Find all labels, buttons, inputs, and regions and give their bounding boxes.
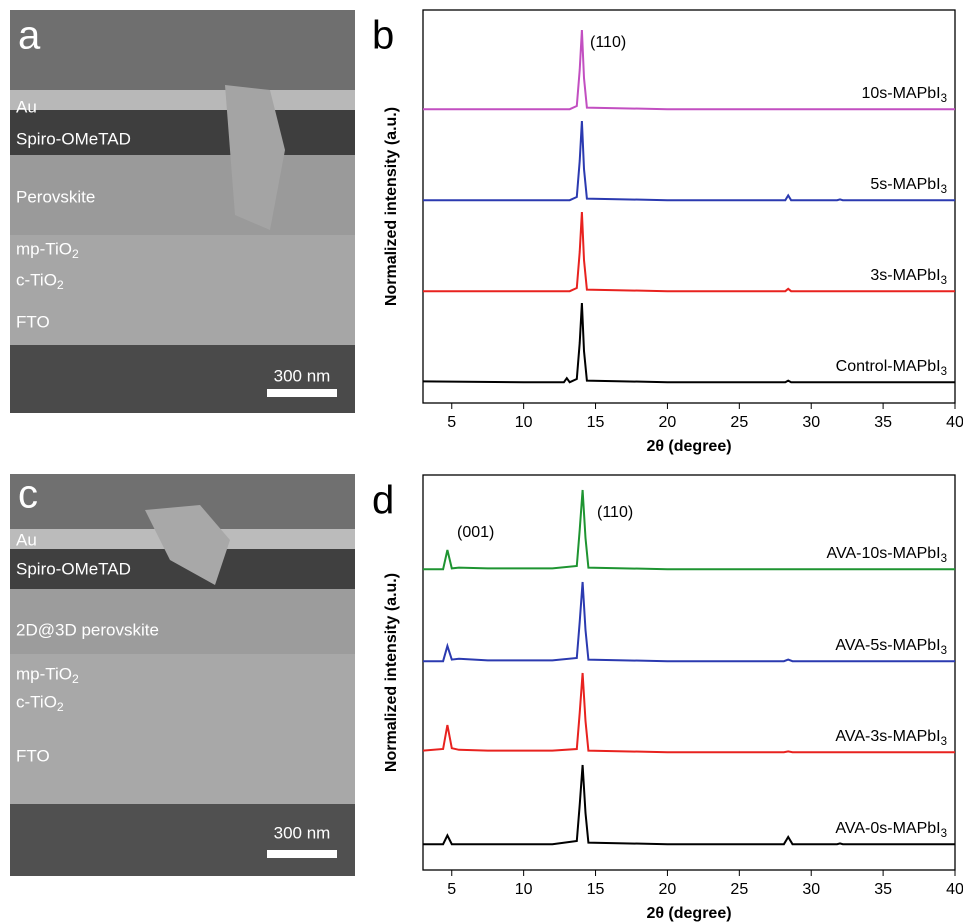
trace bbox=[423, 211, 955, 293]
layer-label: Au bbox=[16, 530, 37, 549]
plot-frame bbox=[422, 474, 956, 871]
layer-label: FTO bbox=[16, 312, 50, 331]
annotation: (110) bbox=[590, 34, 626, 51]
x-tick-label: 40 bbox=[946, 881, 963, 898]
x-tick-label: 20 bbox=[659, 414, 677, 431]
legend-label: 3s-MAPbI3 bbox=[870, 267, 947, 287]
trace bbox=[423, 29, 955, 111]
trace bbox=[423, 120, 955, 202]
x-tick-label: 20 bbox=[659, 881, 677, 898]
layer-label: FTO bbox=[16, 746, 50, 765]
layer-label: c-TiO2 bbox=[16, 692, 64, 714]
y-axis-label: Normalized intensity (a.u.) bbox=[383, 107, 400, 306]
panel-label: c bbox=[18, 473, 38, 517]
scale-bar-label: 300 nm bbox=[274, 823, 331, 842]
y-axis-label: Normalized intensity (a.u.) bbox=[383, 573, 400, 772]
x-axis-label: 2θ (degree) bbox=[646, 905, 731, 922]
trace bbox=[423, 764, 955, 846]
layer-label: mp-TiO2 bbox=[16, 239, 79, 261]
legend-label: AVA-5s-MAPbI3 bbox=[835, 637, 947, 657]
layer-label: Spiro-OMeTAD bbox=[16, 129, 131, 148]
layer-label: mp-TiO2 bbox=[16, 664, 79, 686]
x-tick-label: 25 bbox=[730, 414, 748, 431]
x-tick-label: 15 bbox=[587, 881, 605, 898]
panel-label: a bbox=[18, 14, 41, 58]
layer-label: 2D@3D perovskite bbox=[16, 620, 159, 639]
trace bbox=[423, 489, 955, 571]
x-tick-label: 30 bbox=[802, 414, 820, 431]
sem-image-a: a Au Spiro-OMeTAD Perovskite mp-TiO2 c-T… bbox=[10, 10, 355, 413]
x-axis-label: 2θ (degree) bbox=[646, 438, 731, 455]
chart: d 5 10 15 20 25 30 35 40 2θ (degree) Normalized in… bbox=[372, 474, 963, 922]
x-tick-label: 5 bbox=[447, 881, 456, 898]
scale-bar-label: 300 nm bbox=[274, 366, 331, 385]
panel-label: b bbox=[372, 14, 394, 58]
legend-label: AVA-0s-MAPbI3 bbox=[835, 820, 947, 840]
panel-label: d bbox=[372, 479, 394, 523]
chart: b 5 10 15 20 25 30 35 40 2θ (degree) Normalized in… bbox=[372, 9, 963, 455]
annotation: (001) bbox=[457, 524, 494, 541]
x-tick-label: 35 bbox=[874, 414, 892, 431]
x-tick-label: 35 bbox=[874, 881, 892, 898]
layer-label: Perovskite bbox=[16, 187, 95, 206]
plot-frame bbox=[422, 9, 956, 404]
legend-label: Control-MAPbI3 bbox=[836, 358, 947, 378]
x-tick-label: 15 bbox=[587, 414, 605, 431]
x-tick-label: 25 bbox=[730, 881, 748, 898]
trace bbox=[422, 672, 955, 754]
layer-label: c-TiO2 bbox=[16, 270, 64, 292]
x-tick-label: 40 bbox=[946, 414, 963, 431]
x-tick-label: 30 bbox=[802, 881, 820, 898]
legend-label: AVA-3s-MAPbI3 bbox=[835, 728, 947, 748]
legend-label: 10s-MAPbI3 bbox=[861, 85, 947, 105]
legend-label: AVA-10s-MAPbI3 bbox=[826, 545, 947, 565]
layer-label: Spiro-OMeTAD bbox=[16, 559, 131, 578]
legend-label: 5s-MAPbI3 bbox=[870, 176, 947, 196]
x-tick-label: 5 bbox=[447, 414, 456, 431]
x-tick-label: 10 bbox=[515, 881, 533, 898]
trace bbox=[423, 581, 955, 663]
annotation: (110) bbox=[597, 504, 633, 521]
sem-image-c: c Au Spiro-OMeTAD 2D@3D perovskite mp-Ti… bbox=[10, 473, 355, 876]
trace bbox=[422, 302, 955, 384]
layer-label: Au bbox=[16, 97, 37, 116]
x-tick-label: 10 bbox=[515, 414, 533, 431]
